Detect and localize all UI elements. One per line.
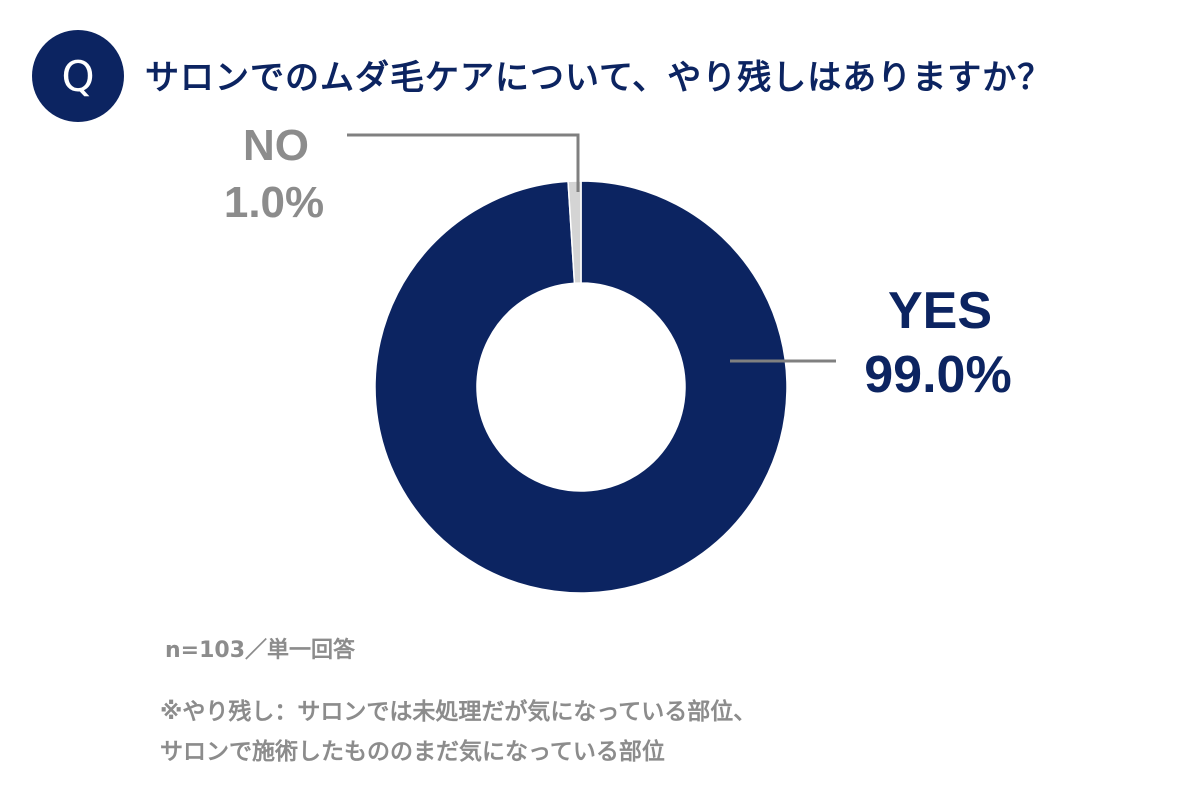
yes-label-name: YES [888,282,992,340]
no-label-name: NO [243,121,309,170]
donut-slice-yes [374,180,788,594]
sample-size-note: n=103／単一回答 [165,638,356,663]
question-title: サロンでのムダ毛ケアについて、やり残しはありますか？ [145,58,1053,98]
yes-label-value: 99.0% [864,346,1011,404]
no-leader-line [347,133,580,192]
definition-note-line1: ※やり残し：サロンでは未処理だが気になっている部位、 [160,699,757,725]
question-badge: Q [32,30,124,122]
donut-slices [374,180,788,594]
definition-note-line2: サロンで施術したもののまだ気になっている部位 [160,739,665,765]
donut-slice-no [567,180,582,285]
no-label-value: 1.0% [224,178,324,227]
